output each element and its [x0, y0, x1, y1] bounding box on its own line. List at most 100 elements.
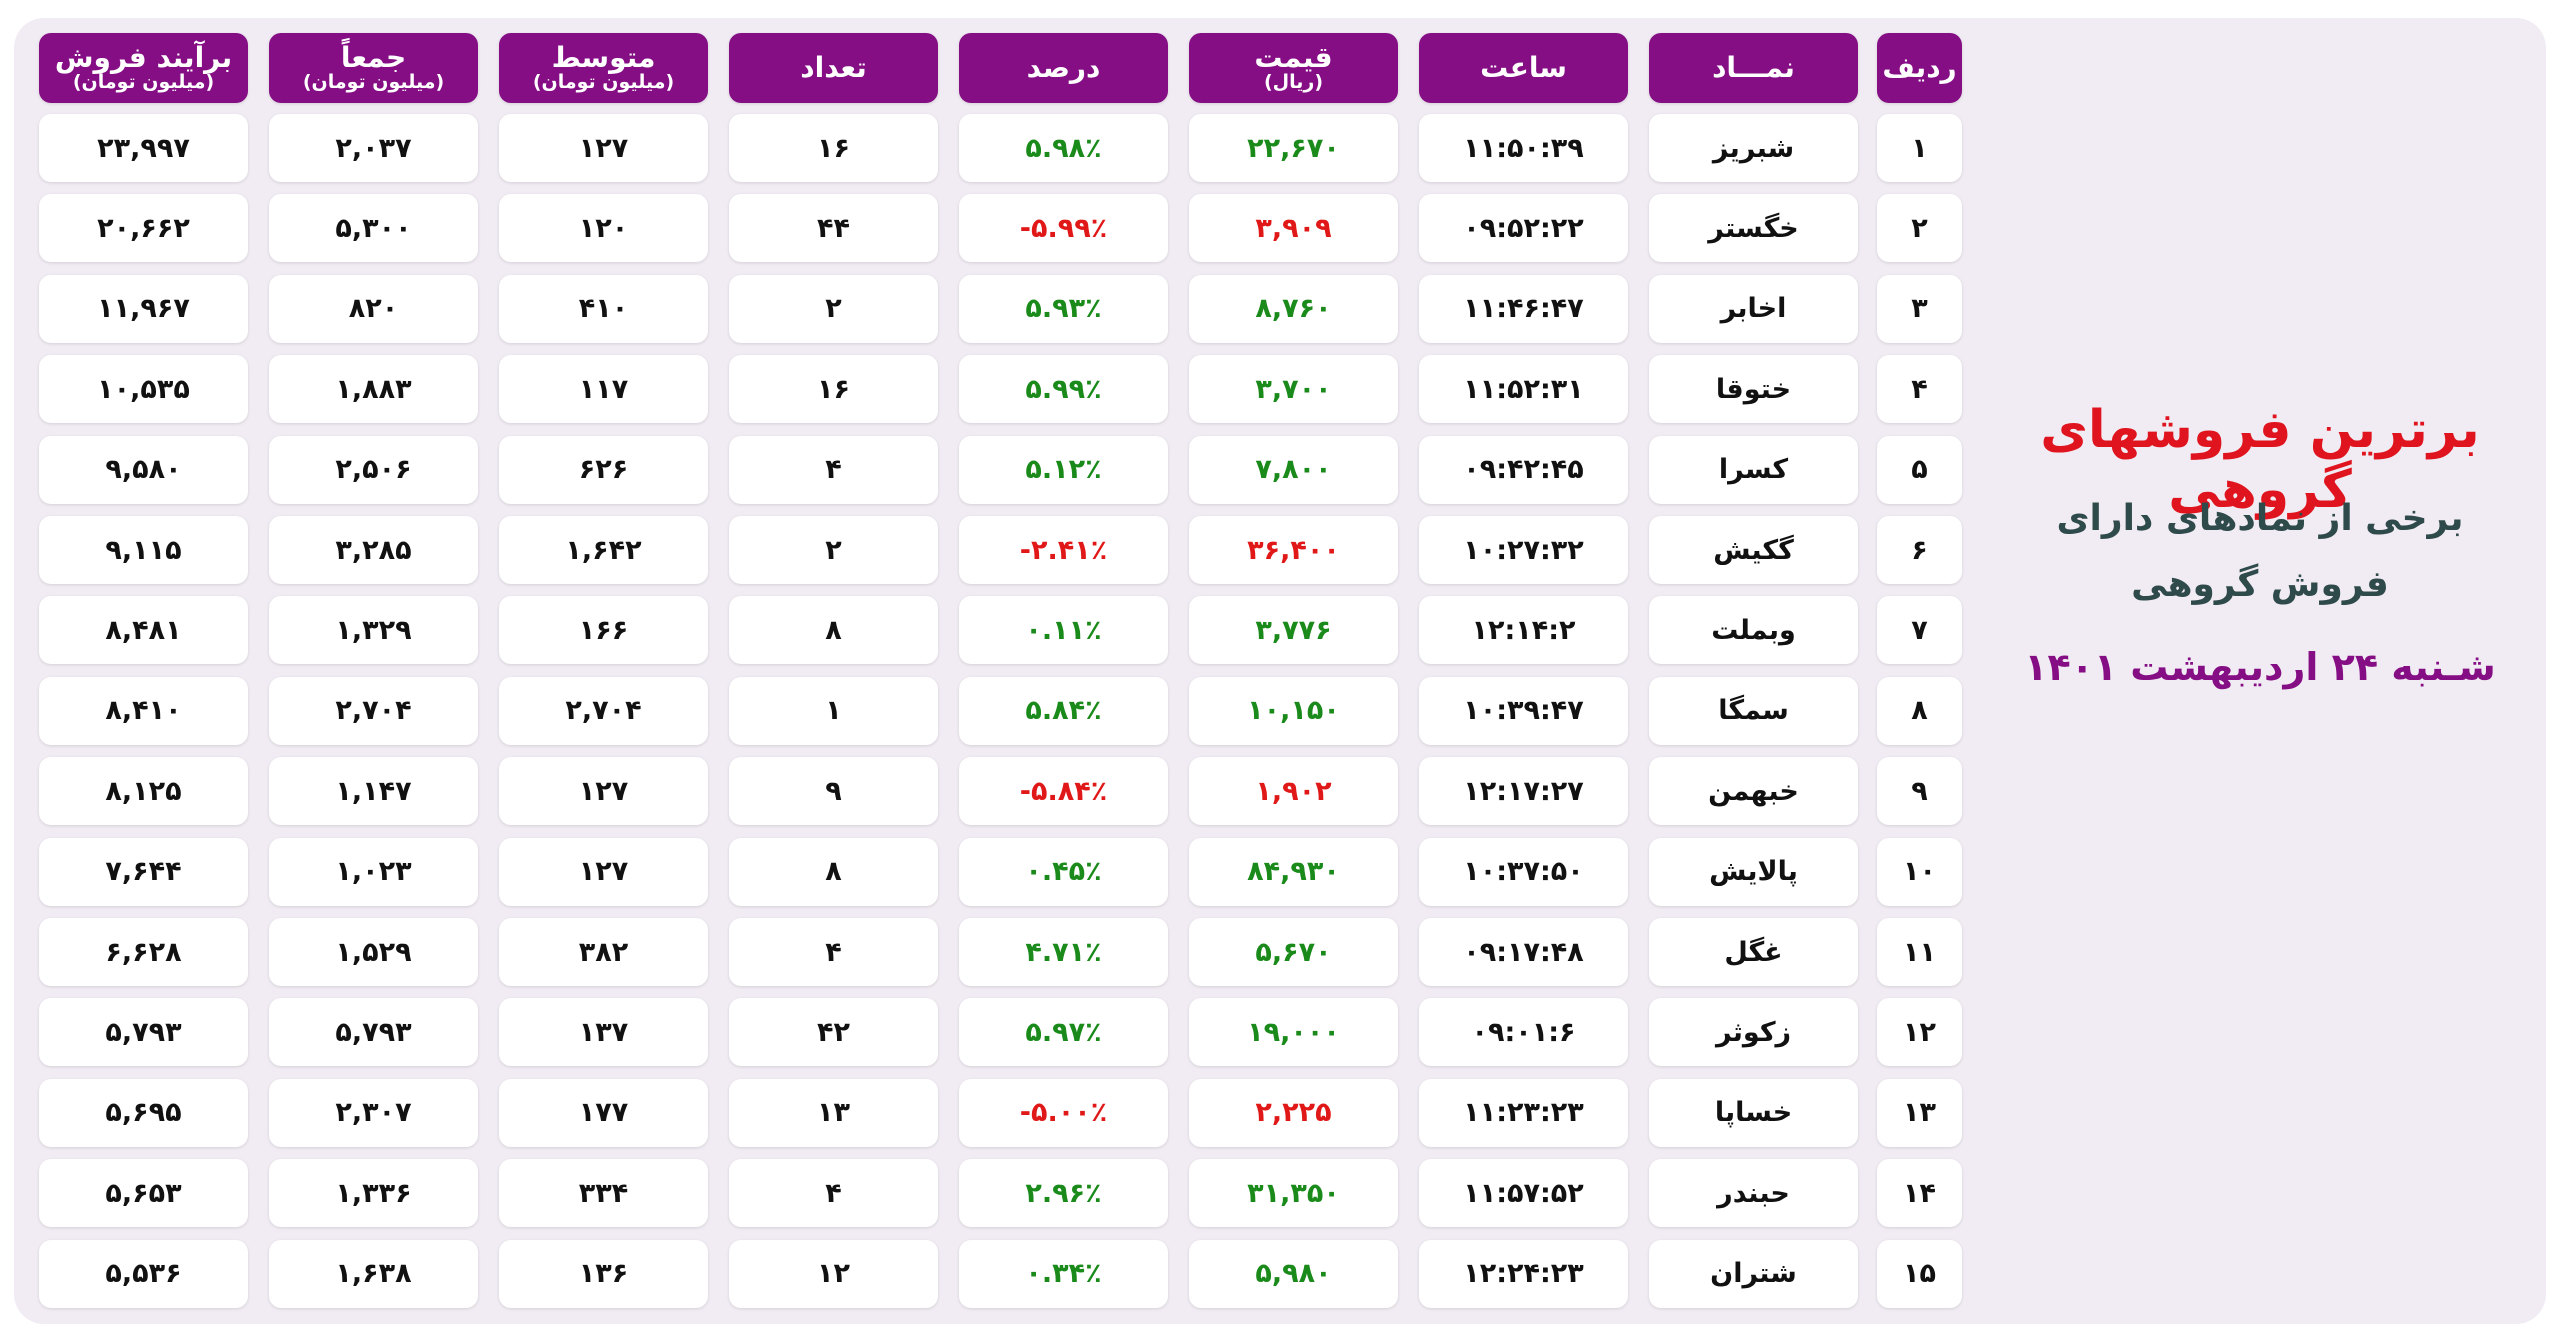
column-header: درصد [959, 33, 1168, 103]
table-cell: ۴۲ [729, 998, 938, 1067]
table-cell: ۱۰:۳۹:۴۷ [1419, 676, 1628, 745]
table-cell: وبملت [1649, 596, 1858, 665]
column-header: ردیف [1877, 33, 1962, 103]
table-cell: ۴ [729, 1159, 938, 1228]
table-cell: ۵,۷۹۳ [39, 998, 248, 1067]
table-cell: ۱۲:۲۴:۲۳ [1419, 1239, 1628, 1308]
table-cell: -۵.۹۹٪ [959, 194, 1168, 263]
table-cell: ۱,۸۸۳ [269, 355, 478, 424]
table-cell: ۱۳ [1877, 1078, 1962, 1147]
table-cell: ۱,۳۳۶ [269, 1159, 478, 1228]
table-cell: ۲,۰۳۷ [269, 114, 478, 182]
table-cell: ۳ [1877, 274, 1962, 343]
table-cell: ۱۲:۱۴:۲ [1419, 596, 1628, 665]
table-cell: ۶,۶۲۸ [39, 918, 248, 986]
table-cell: ۱ [1877, 114, 1962, 182]
table-cell: ۲۲,۶۷۰ [1189, 114, 1398, 182]
table-cell: ۱۳۶ [499, 1239, 708, 1308]
unit: (میلیون تومان) [532, 70, 675, 93]
table-cell: ۳,۲۸۵ [269, 516, 478, 584]
table-cell: ۸,۱۲۵ [39, 757, 248, 826]
table-cell: ۹,۵۸۰ [39, 435, 248, 504]
table-cell: ۲,۷۰۴ [269, 676, 478, 745]
table-cell: ۰۹:۵۲:۲۲ [1419, 194, 1628, 263]
table-cell: ۵,۶۹۵ [39, 1078, 248, 1147]
table-cell: ۵.۹۸٪ [959, 114, 1168, 182]
table-cell: ۸,۴۸۱ [39, 596, 248, 665]
table-cell: ۵.۸۴٪ [959, 676, 1168, 745]
table-cell: ۸,۷۶۰ [1189, 274, 1398, 343]
table-cell: ۱,۹۰۲ [1189, 757, 1398, 826]
table-cell: ۳۶,۴۰۰ [1189, 516, 1398, 584]
table-cell: ۲ [729, 274, 938, 343]
table-cell: ۲ [729, 516, 938, 584]
table-cell: شتران [1649, 1239, 1858, 1308]
table-cell: ۱۱:۴۶:۴۷ [1419, 274, 1628, 343]
table-cell: ۴ [1877, 355, 1962, 424]
label: درصد [1026, 51, 1101, 85]
table-cell: ۲,۳۰۷ [269, 1078, 478, 1147]
table-cell: ۵.۹۳٪ [959, 274, 1168, 343]
table-cell: ۸۲۰ [269, 274, 478, 343]
label: متوسط [551, 41, 656, 75]
table-cell: خساپا [1649, 1078, 1858, 1147]
column-header: ساعت [1419, 33, 1628, 103]
subtitle: برخی از نمادهای دارای [2056, 498, 2464, 539]
table-cell: ۱۶ [729, 355, 938, 424]
table-cell: ۵ [1877, 435, 1962, 504]
table-cell: ۳۳۴ [499, 1159, 708, 1228]
table-cell: ۱۳۷ [499, 998, 708, 1067]
table-cell: ۸ [729, 837, 938, 906]
table-cell: -۵.۰۰٪ [959, 1078, 1168, 1147]
table-cell: ۲,۷۰۴ [499, 676, 708, 745]
table-cell: ۸ [1877, 676, 1962, 745]
table-cell: ۱۹,۰۰۰ [1189, 998, 1398, 1067]
column-header: جمعاً (میلیون تومان) [269, 33, 478, 103]
table-cell: ۵.۹۷٪ [959, 998, 1168, 1067]
table-cell: ۹ [1877, 757, 1962, 826]
table-cell: ۰.۱۱٪ [959, 596, 1168, 665]
table-cell: ۴ [729, 435, 938, 504]
table-cell: -۲.۴۱٪ [959, 516, 1168, 584]
table-cell: ۱,۵۲۹ [269, 918, 478, 986]
table-cell: ۲.۹۶٪ [959, 1159, 1168, 1228]
table-cell: ۱۱۷ [499, 355, 708, 424]
table-cell: ۴۴ [729, 194, 938, 263]
table-cell: سمگا [1649, 676, 1858, 745]
table-cell: ۵,۵۳۶ [39, 1239, 248, 1308]
table-cell: ۱ [729, 676, 938, 745]
table-cell: ۳۸۲ [499, 918, 708, 986]
table-cell: ۲۰,۶۶۲ [39, 194, 248, 263]
table-cell: ۲,۵۰۶ [269, 435, 478, 504]
table-cell: ۵.۹۹٪ [959, 355, 1168, 424]
table-cell: ۵,۶۵۳ [39, 1159, 248, 1228]
column-header: قیمت (ریال) [1189, 33, 1398, 103]
table-cell: ۷,۶۴۴ [39, 837, 248, 906]
table-cell: ۰۹:۴۲:۴۵ [1419, 435, 1628, 504]
table-cell: ۳,۹۰۹ [1189, 194, 1398, 263]
table-cell: ۱۱:۵۷:۵۲ [1419, 1159, 1628, 1228]
table-cell: ۱۱:۵۰:۳۹ [1419, 114, 1628, 182]
table-cell: ۱۲۰ [499, 194, 708, 263]
table-cell: ۱۲۷ [499, 837, 708, 906]
table-cell: ۰۹:۰۱:۶ [1419, 998, 1628, 1067]
table-cell: غگل [1649, 918, 1858, 986]
table-cell: ۱۲ [729, 1239, 938, 1308]
date: شـنبه ۲۴ اردیبهشت ۱۴۰۱ [2024, 645, 2496, 689]
table-cell: ۶۲۶ [499, 435, 708, 504]
table-cell: ۱,۳۲۹ [269, 596, 478, 665]
table-cell: ۲۳,۹۹۷ [39, 114, 248, 182]
table-cell: ۹,۱۱۵ [39, 516, 248, 584]
unit: (میلیون تومان) [302, 70, 445, 93]
table-cell: گکیش [1649, 516, 1858, 584]
table-cell: زکوثر [1649, 998, 1858, 1067]
table-cell: ۱۱:۲۳:۲۳ [1419, 1078, 1628, 1147]
table-cell: ۱۰ [1877, 837, 1962, 906]
table-cell: ۴.۷۱٪ [959, 918, 1168, 986]
table-cell: ۵,۶۷۰ [1189, 918, 1398, 986]
table-cell: ۱۰:۲۷:۳۲ [1419, 516, 1628, 584]
table-cell: ختوقا [1649, 355, 1858, 424]
table-cell: ۲ [1877, 194, 1962, 263]
table-cell: ۳,۷۷۶ [1189, 596, 1398, 665]
table-cell: ۱,۰۲۳ [269, 837, 478, 906]
